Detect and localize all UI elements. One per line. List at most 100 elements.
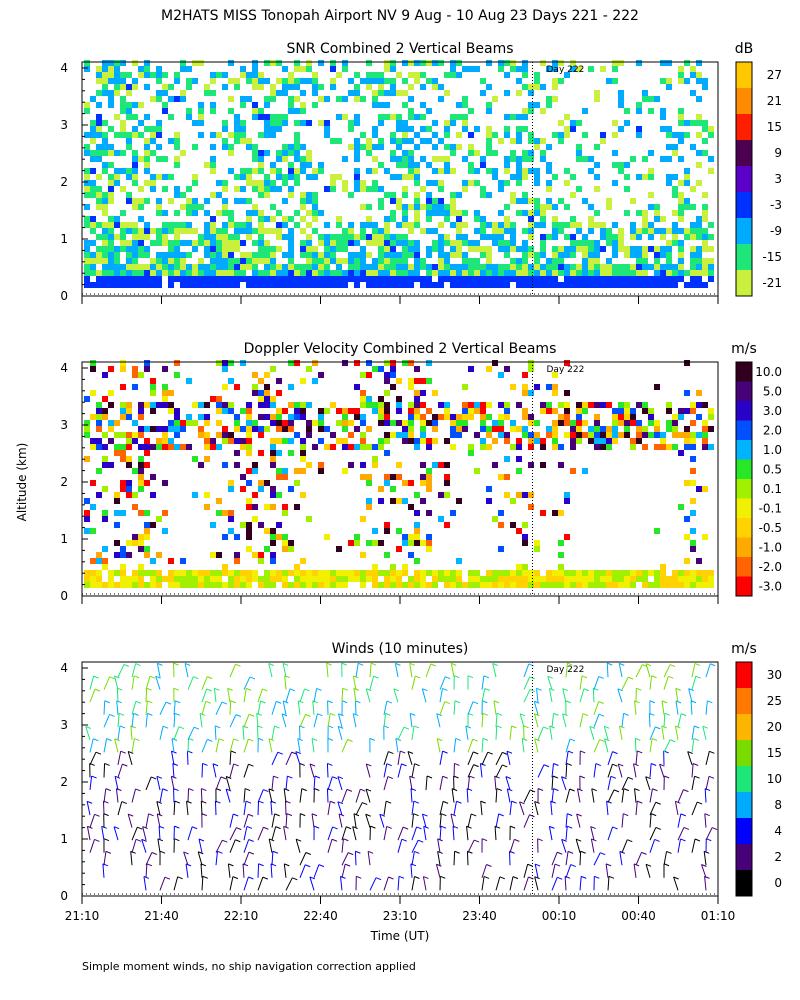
y-tick-label: 4 [60,61,68,75]
heatmap-cell [486,258,492,264]
wind-barb-flag [212,763,219,767]
wind-barb [243,688,247,703]
heatmap-cell [570,216,576,222]
heatmap-cell [108,60,114,66]
heatmap-cell [276,60,282,66]
heatmap-cell [366,426,372,432]
heatmap-cell [642,210,648,216]
heatmap-cell [522,126,528,132]
heatmap-cell [414,60,420,66]
heatmap-cell [654,204,660,210]
heatmap-cell [420,378,426,384]
wind-barb-flag [514,838,520,842]
heatmap-cell [312,246,318,252]
heatmap-cell [186,378,192,384]
heatmap-cell [180,420,186,426]
heatmap-cell [126,144,132,150]
heatmap-cell [522,522,528,528]
heatmap-cell [438,96,444,102]
heatmap-cell [324,576,330,582]
heatmap-cell [636,438,642,444]
heatmap-cell [228,402,234,408]
heatmap-cell [234,438,240,444]
heatmap-cell [702,246,708,252]
heatmap-cell [552,408,558,414]
heatmap-cell [108,252,114,258]
wind-barb-flag [263,789,269,793]
wind-barb-flag [337,725,344,729]
heatmap-cell [390,582,396,588]
wind-barb [691,776,696,791]
heatmap-cell [108,228,114,234]
heatmap-cell [618,90,624,96]
wind-barb [466,826,469,841]
heatmap-cell [186,252,192,258]
heatmap-cell [258,276,264,282]
heatmap-cell [438,252,444,258]
heatmap-cell [408,402,414,408]
heatmap-cell [414,222,420,228]
heatmap-cell [90,150,96,156]
heatmap-cell [384,378,390,384]
heatmap-cell [294,402,300,408]
heatmap-cell [258,192,264,198]
wind-barb [271,851,274,866]
y-tick-label: 4 [60,661,68,675]
heatmap-cell [348,444,354,450]
heatmap-cell [444,252,450,258]
wind-barb [116,700,119,715]
wind-barb [481,675,485,690]
heatmap-cell [456,282,462,288]
heatmap-cell [96,426,102,432]
heatmap-cell [612,132,618,138]
heatmap-cell [612,270,618,276]
wind-barb [576,813,581,828]
heatmap-cell [624,576,630,582]
heatmap-cell [390,84,396,90]
heatmap-cell [486,132,492,138]
heatmap-cell [174,78,180,84]
heatmap-cell [222,84,228,90]
heatmap-cell [618,432,624,438]
wind-barb-flag [623,788,630,792]
heatmap-cell [138,66,144,72]
heatmap-cell [408,96,414,102]
heatmap-cell [690,276,696,282]
y-tick-label: 2 [60,175,68,189]
heatmap-cell [120,576,126,582]
wind-barb [565,864,572,878]
heatmap-cell [216,270,222,276]
wind-barb [383,876,389,891]
heatmap-cell [108,150,114,156]
heatmap-cell [552,78,558,84]
heatmap-cell [300,192,306,198]
heatmap-cell [648,222,654,228]
heatmap-cell [258,270,264,276]
heatmap-cell [372,528,378,534]
heatmap-cell [96,198,102,204]
heatmap-cell [516,402,522,408]
heatmap-cell [540,234,546,240]
heatmap-cell [660,108,666,114]
heatmap-cell [564,168,570,174]
wind-barb [131,701,137,715]
heatmap-cell [84,582,90,588]
heatmap-cell [186,210,192,216]
heatmap-cell [144,234,150,240]
heatmap-cell [90,240,96,246]
heatmap-cell [234,138,240,144]
heatmap-cell [366,480,372,486]
heatmap-cell [528,198,534,204]
wind-barb [421,688,427,703]
heatmap-cell [318,414,324,420]
colorbar-swatch [736,766,752,792]
heatmap-cell [264,504,270,510]
heatmap-cell [342,408,348,414]
heatmap-cell [504,228,510,234]
heatmap-cell [486,444,492,450]
heatmap-cell [426,204,432,210]
heatmap-cell [522,72,528,78]
heatmap-cell [594,246,600,252]
heatmap-cell [456,426,462,432]
heatmap-cell [390,282,396,288]
